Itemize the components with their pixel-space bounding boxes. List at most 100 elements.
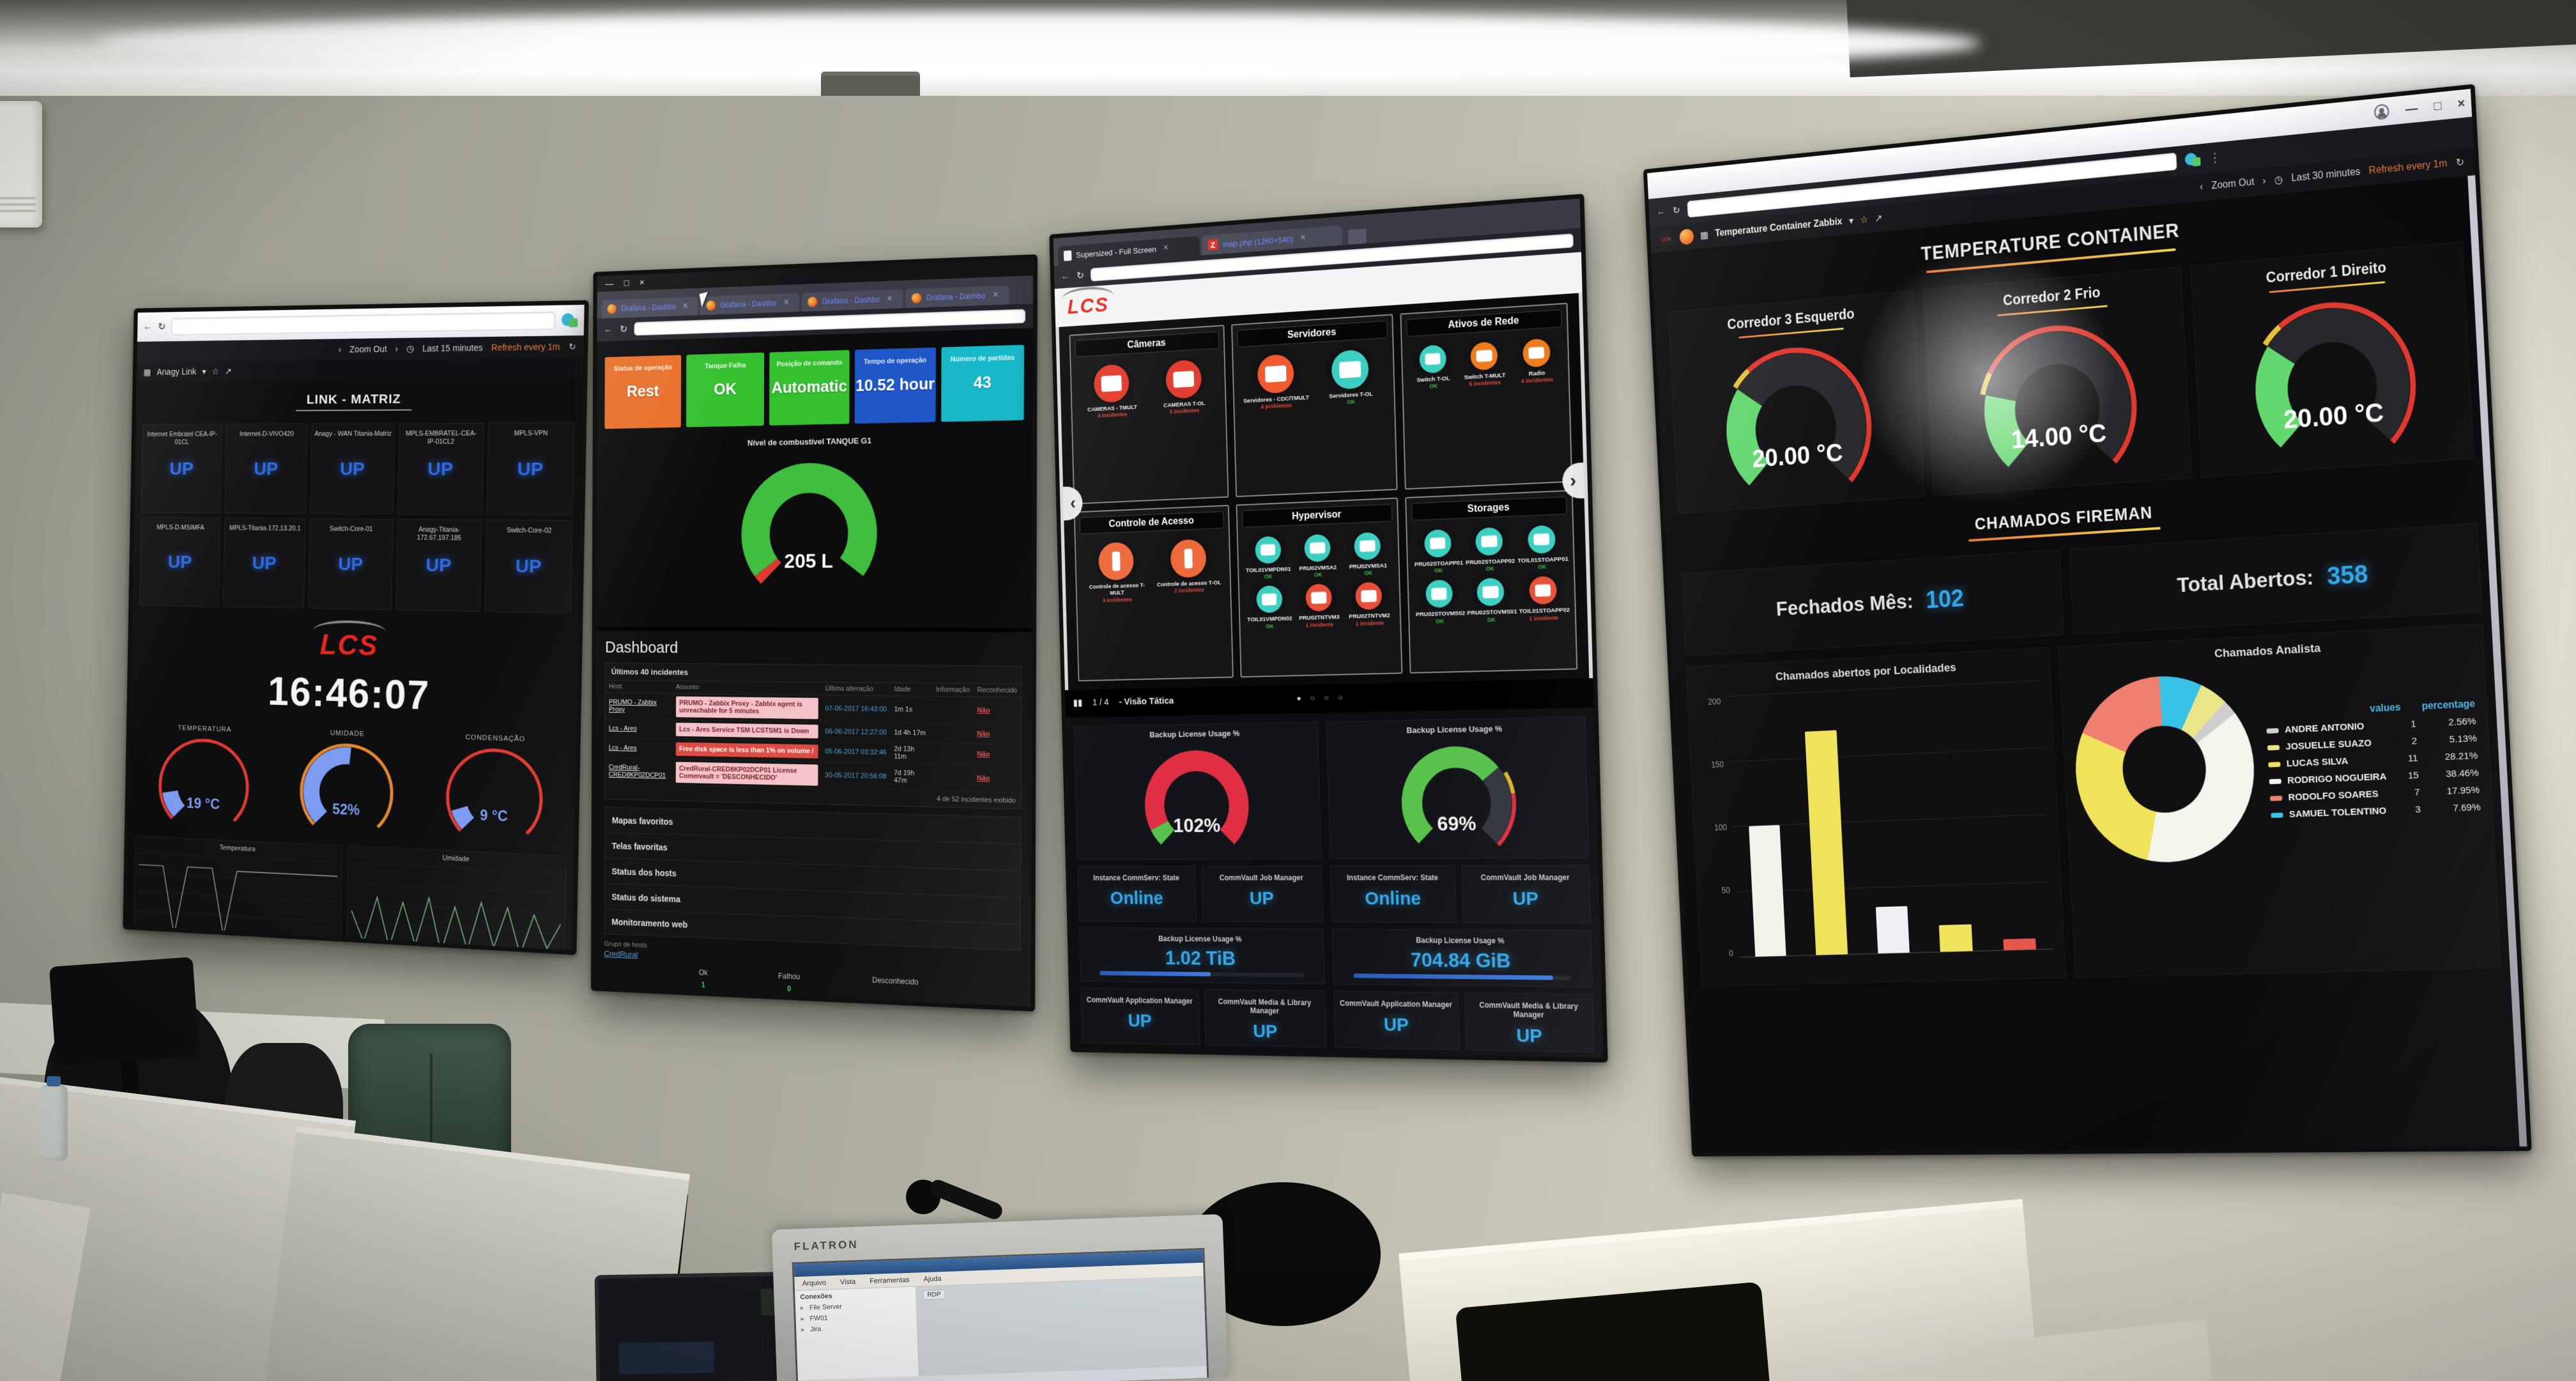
map-node[interactable]: PRU02STOVMS01 OK xyxy=(1466,578,1515,624)
browser-tab[interactable]: Grafana - Dashbo × xyxy=(905,285,1009,308)
share-icon[interactable]: ↗ xyxy=(1874,212,1883,225)
legend-row[interactable]: JOSUELLE SUAZO 2 5.13% xyxy=(2267,733,2478,753)
browser-tab[interactable]: Grafana - Dashbo × xyxy=(700,293,799,315)
menu-item[interactable]: Vista xyxy=(840,1277,856,1286)
map-node[interactable]: Radio 4 incidentes xyxy=(1512,337,1561,385)
time-range-picker[interactable]: Last 30 minutes xyxy=(2291,167,2361,185)
ack-link[interactable]: Não xyxy=(977,730,990,738)
grafana-logo-icon[interactable] xyxy=(1679,228,1694,245)
carousel-dots[interactable]: ● ○ ○ ○ xyxy=(1065,687,1593,707)
menu-item[interactable]: Ferramentas xyxy=(870,1276,910,1285)
chevron-down-icon[interactable]: ▾ xyxy=(202,366,206,376)
incident-description[interactable]: CredRural-CRED8KP02DCP01 License Commvau… xyxy=(675,762,818,785)
incident-description[interactable]: Free disk space is less than 1% on volum… xyxy=(676,743,818,759)
host-link[interactable]: Lcs - Ares xyxy=(609,745,637,752)
zoom-out-button[interactable]: Zoom Out xyxy=(349,344,387,354)
map-node[interactable]: Servidores T-OL OK xyxy=(1315,348,1386,407)
rdp-button[interactable]: RDP xyxy=(923,1290,946,1300)
refresh-interval[interactable]: Refresh every 1m xyxy=(2368,158,2448,177)
maximize-icon[interactable]: □ xyxy=(2434,98,2442,114)
col-header[interactable]: Assunto xyxy=(672,681,822,695)
legend-header[interactable]: values xyxy=(2370,702,2401,715)
incident-time-link[interactable]: 06-06-2017 12:27:00 xyxy=(825,728,887,736)
reload-icon[interactable]: ↻ xyxy=(158,321,165,333)
extension-icon[interactable] xyxy=(562,313,578,327)
reload-icon[interactable]: ↻ xyxy=(620,323,627,336)
col-header[interactable]: Reconhecido xyxy=(974,684,1021,697)
ack-link[interactable]: Não xyxy=(977,775,990,782)
tab-close-icon[interactable]: × xyxy=(683,300,689,312)
map-node[interactable]: PRU02VMSA1 OK xyxy=(1344,532,1392,577)
col-header[interactable]: Idade xyxy=(891,683,932,697)
tab-close-icon[interactable]: × xyxy=(1300,233,1306,244)
back-icon[interactable]: ← xyxy=(143,321,153,332)
col-header[interactable]: Última alteração xyxy=(822,683,891,696)
host-link[interactable]: Lcs - Ares xyxy=(609,725,637,732)
map-node[interactable]: TOIL01STOAPP02 1 incidente xyxy=(1518,576,1568,622)
legend-row[interactable]: LUCAS SILVA 11 28.21% xyxy=(2268,750,2478,771)
back-icon[interactable]: ← xyxy=(1061,271,1070,282)
tab-close-icon[interactable]: × xyxy=(993,289,999,301)
host-link[interactable]: CredRural-CRED8KP02DCP01 xyxy=(609,764,666,780)
chevron-left-icon[interactable]: ‹ xyxy=(2200,181,2204,193)
legend-row[interactable]: RODRIGO NOGUEIRA 15 38.46% xyxy=(2269,768,2479,787)
map-node[interactable]: PRU02STOAPP02 OK xyxy=(1465,527,1514,573)
map-node[interactable]: PRU02TNTVM2 1 incidente xyxy=(1345,582,1393,627)
map-node[interactable]: PRU02TNTVM3 1 incidente xyxy=(1295,583,1342,629)
legend-row[interactable]: SAMUEL TOLENTINO 3 7.69% xyxy=(2271,802,2481,821)
map-node[interactable]: TOIL01VMPDN01 OK xyxy=(1245,536,1292,580)
map-node[interactable]: Controle de acesso T-MULT 3 incidentes xyxy=(1083,541,1150,604)
map-node[interactable]: TOIL01VMPDN02 OK xyxy=(1246,585,1293,630)
map-node[interactable]: Switch T-MULT 5 incidentes xyxy=(1460,341,1509,388)
incident-description[interactable]: Lcs - Ares Service TSM LCSTSM1 is Down xyxy=(676,723,818,739)
maximize-icon[interactable]: □ xyxy=(624,277,629,288)
ack-link[interactable]: Não xyxy=(977,750,990,758)
tree-item[interactable]: Jira xyxy=(801,1322,912,1334)
dashboard-name[interactable]: Temperature Container Zabbix xyxy=(1715,217,1843,240)
profile-icon[interactable] xyxy=(2374,104,2389,120)
col-header[interactable]: Informação xyxy=(932,683,974,697)
legend-row[interactable]: RODOLFO SOARES 7 17.95% xyxy=(2270,785,2480,805)
incident-time-link[interactable]: 05-06-2017 03:32:46 xyxy=(825,748,887,756)
map-node[interactable]: CAMERAS T-OL 5 incidentes xyxy=(1150,359,1218,416)
back-icon[interactable]: ← xyxy=(1657,206,1666,218)
close-icon[interactable]: × xyxy=(640,277,645,288)
new-tab-button[interactable] xyxy=(1348,228,1367,244)
map-node[interactable]: Servidores - CDC/TMULT 4 problemas xyxy=(1241,353,1310,411)
menu-item[interactable]: Arquivo xyxy=(802,1279,827,1287)
address-bar[interactable] xyxy=(171,311,555,336)
back-icon[interactable]: ← xyxy=(604,324,613,336)
tab-close-icon[interactable]: × xyxy=(1163,243,1169,254)
map-node[interactable]: Switch T-OL OK xyxy=(1409,344,1457,390)
reload-icon[interactable]: ↻ xyxy=(1673,204,1680,217)
tree-item[interactable]: File Server xyxy=(801,1300,911,1312)
extension-icon[interactable] xyxy=(2185,152,2201,167)
ack-link[interactable]: Não xyxy=(977,707,990,714)
incident-description[interactable]: PRUMO - Zabbix Proxy - Zabbix agent is u… xyxy=(676,697,818,720)
menu-item[interactable]: Ajuda xyxy=(923,1275,942,1283)
map-node[interactable]: PRU02STOVMS02 OK xyxy=(1415,579,1464,625)
close-icon[interactable]: × xyxy=(2457,96,2465,111)
kebab-menu-icon[interactable]: ⋮ xyxy=(2209,149,2221,166)
chevron-down-icon[interactable]: ▾ xyxy=(1849,215,1854,227)
minimize-icon[interactable]: — xyxy=(605,278,613,289)
minimize-icon[interactable]: — xyxy=(2405,101,2418,117)
chevron-left-icon[interactable]: ‹ xyxy=(339,344,342,355)
browser-tab[interactable]: Grafana - Dashbo × xyxy=(802,289,903,311)
host-link[interactable]: PRUMO - Zabbix Proxy xyxy=(609,698,657,713)
map-node[interactable]: CAMERAS - TMULT 4 incidentes xyxy=(1078,363,1146,420)
tab-close-icon[interactable]: × xyxy=(783,297,789,309)
map-node[interactable]: TOIL01STOAPP01 OK xyxy=(1517,525,1567,571)
map-node[interactable]: PRU02STOAPP01 OK xyxy=(1414,528,1463,575)
zoom-out-button[interactable]: Zoom Out xyxy=(2211,177,2255,192)
col-header[interactable]: Host xyxy=(606,681,673,694)
star-icon[interactable]: ☆ xyxy=(212,366,220,376)
map-node[interactable]: Controle de acesso T-OL 2 incidentes xyxy=(1154,538,1223,594)
share-icon[interactable]: ↗ xyxy=(225,366,232,376)
tab-close-icon[interactable]: × xyxy=(887,293,893,305)
reload-icon[interactable]: ↻ xyxy=(1077,269,1084,282)
tree-item[interactable]: FW01 xyxy=(801,1311,911,1323)
incident-time-link[interactable]: 30-05-2017 20:56:08 xyxy=(825,771,887,780)
map-node[interactable]: PRU02VMSA2 OK xyxy=(1294,534,1341,579)
refresh-icon[interactable]: ↻ xyxy=(2456,156,2465,169)
